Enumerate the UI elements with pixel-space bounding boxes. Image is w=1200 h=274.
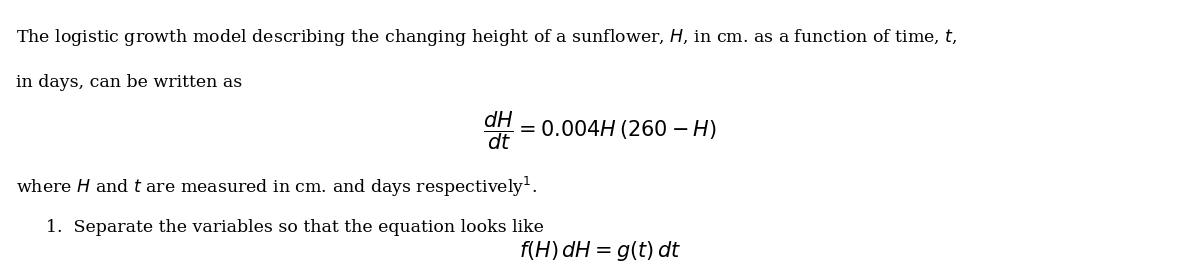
Text: in days, can be written as: in days, can be written as xyxy=(16,74,242,91)
Text: $\dfrac{dH}{dt} = 0.004H\,(260 - H)$: $\dfrac{dH}{dt} = 0.004H\,(260 - H)$ xyxy=(484,110,716,152)
Text: where $H$ and $t$ are measured in cm. and days respectively$^1$.: where $H$ and $t$ are measured in cm. an… xyxy=(16,175,536,199)
Text: The logistic growth model describing the changing height of a sunflower, $H$, in: The logistic growth model describing the… xyxy=(16,27,958,48)
Text: 1.  Separate the variables so that the equation looks like: 1. Separate the variables so that the eq… xyxy=(46,219,544,236)
Text: $f(H)\, dH = g(t)\, dt$: $f(H)\, dH = g(t)\, dt$ xyxy=(518,239,682,263)
